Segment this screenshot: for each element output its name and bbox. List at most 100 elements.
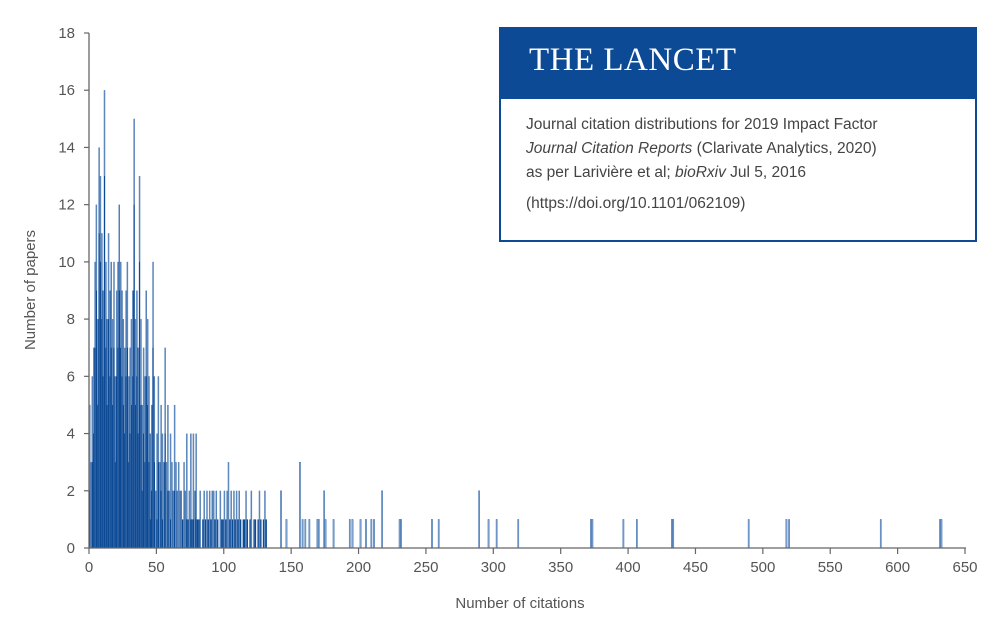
y-tick-label: 4 xyxy=(67,426,75,443)
bar-372 xyxy=(590,519,592,549)
bar-517 xyxy=(785,519,788,549)
source-jcr: Journal Citation Reports xyxy=(526,140,693,157)
bar-38 xyxy=(140,319,142,548)
bar-433 xyxy=(672,519,675,549)
source-biorxiv: bioRxiv xyxy=(675,164,726,181)
bar-131 xyxy=(265,519,267,548)
bar-170 xyxy=(317,519,320,549)
bar-35 xyxy=(136,290,138,548)
bar-33 xyxy=(133,118,135,548)
bar-160 xyxy=(304,519,307,549)
bar-587 xyxy=(879,519,882,549)
bar-12 xyxy=(105,261,107,548)
bar-23 xyxy=(119,261,122,548)
bar-15 xyxy=(109,290,111,548)
bar-51 xyxy=(157,376,160,548)
bar-13 xyxy=(106,319,108,548)
x-tick-label: 550 xyxy=(818,559,843,576)
y-ticks: 0 2 4 6 8 10 12 14 16 18 xyxy=(58,25,89,557)
bar-406 xyxy=(636,519,638,549)
x-tick-label: 200 xyxy=(346,559,371,576)
bar-18 xyxy=(113,261,115,548)
x-tick-label: 250 xyxy=(413,559,438,576)
source-description: Journal citation distributions for 2019 … xyxy=(501,99,975,216)
bar-8 xyxy=(99,176,102,549)
bar-259 xyxy=(437,519,440,549)
y-tick-label: 0 xyxy=(67,540,75,557)
bar-90 xyxy=(210,519,212,548)
source-line-2: Journal Citation Reports (Clarivate Anal… xyxy=(526,137,975,161)
bar-48 xyxy=(153,376,156,548)
bar-69 xyxy=(181,519,184,548)
bar-44 xyxy=(148,376,150,548)
bar-117 xyxy=(246,519,249,548)
bar-119 xyxy=(249,519,251,548)
bar-163 xyxy=(308,519,311,549)
bar-88 xyxy=(207,519,209,548)
bar-489 xyxy=(747,519,750,549)
bar-174 xyxy=(323,490,325,549)
bar-127 xyxy=(260,519,262,548)
bar-156 xyxy=(299,462,301,549)
x-tick-label: 350 xyxy=(548,559,573,576)
bar-43 xyxy=(146,319,149,548)
bar-32 xyxy=(132,290,134,548)
bar-93 xyxy=(214,519,216,548)
bar-230 xyxy=(398,519,401,549)
bar-318 xyxy=(517,519,520,549)
bar-41 xyxy=(144,376,146,548)
y-tick-label: 12 xyxy=(58,197,75,214)
x-tick-label: 0 xyxy=(85,559,93,576)
bar-2 xyxy=(91,376,94,548)
bar-211 xyxy=(373,519,375,549)
bar-34 xyxy=(134,319,137,548)
bar-296 xyxy=(487,519,490,549)
x-tick-label: 600 xyxy=(885,559,910,576)
x-tick-label: 150 xyxy=(279,559,304,576)
y-tick-label: 16 xyxy=(58,82,75,99)
source-doi: (https://doi.org/10.1101/062109) xyxy=(526,195,746,212)
bar-231 xyxy=(400,519,402,549)
bar-20 xyxy=(115,290,118,548)
x-axis-label: Number of citations xyxy=(455,595,584,612)
x-tick-label: 650 xyxy=(952,559,977,576)
bar-110 xyxy=(237,519,239,548)
x-tick-label: 300 xyxy=(481,559,506,576)
y-tick-label: 8 xyxy=(67,311,75,328)
bar-36 xyxy=(137,347,139,548)
bar-26 xyxy=(124,347,126,548)
bar-114 xyxy=(242,519,244,548)
bar-104 xyxy=(229,519,231,548)
bar-123 xyxy=(254,519,257,548)
bar-76 xyxy=(191,519,193,548)
bar-3 xyxy=(93,347,95,548)
bar-125 xyxy=(257,519,259,548)
bar-5 xyxy=(95,204,98,548)
bar-115 xyxy=(243,519,246,548)
x-tick-label: 400 xyxy=(616,559,641,576)
source-clarivate: (Clarivate Analytics, 2020) xyxy=(692,140,877,157)
bar-158 xyxy=(301,519,304,549)
x-tick-label: 450 xyxy=(683,559,708,576)
bar-98 xyxy=(221,519,223,548)
source-line-1: Journal citation distributions for 2019 … xyxy=(526,116,878,133)
bar-95 xyxy=(217,519,219,548)
bar-129 xyxy=(262,519,265,548)
bar-373 xyxy=(591,519,594,549)
y-tick-label: 10 xyxy=(58,254,75,271)
bar-106 xyxy=(231,519,234,548)
bar-21 xyxy=(117,261,119,548)
bar-56 xyxy=(164,347,166,548)
bar-10 xyxy=(102,290,104,548)
bar-40 xyxy=(142,347,145,548)
bar-396 xyxy=(622,519,625,549)
bar-99 xyxy=(222,519,224,548)
bar-122 xyxy=(253,519,255,548)
bar-19 xyxy=(114,376,116,548)
bar-86 xyxy=(204,519,207,548)
bar-9 xyxy=(101,233,103,548)
bar-193 xyxy=(348,519,351,549)
x-tick-label: 100 xyxy=(211,559,236,576)
bar-181 xyxy=(332,519,335,549)
y-tick-label: 14 xyxy=(58,139,75,156)
